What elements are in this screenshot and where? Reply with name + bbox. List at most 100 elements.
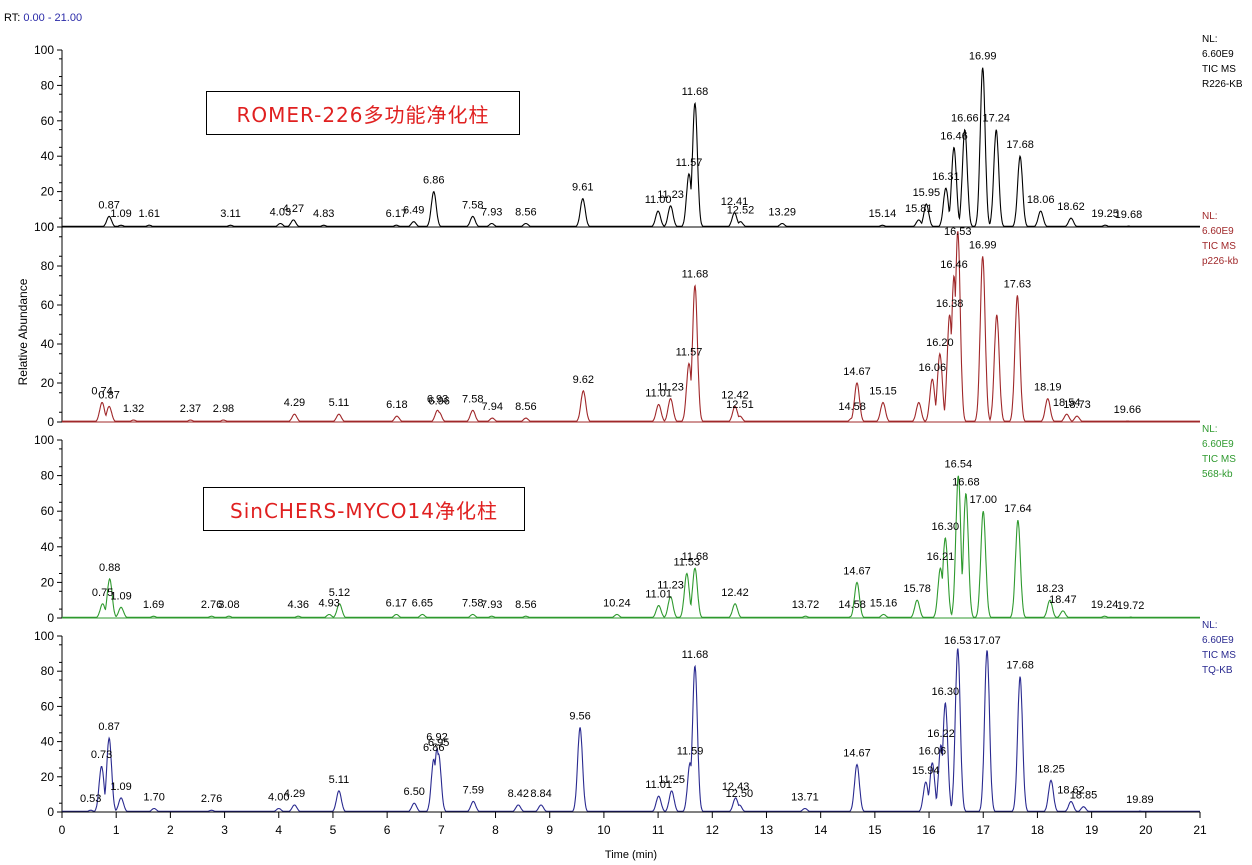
- peak-label: 6.95: [428, 737, 449, 749]
- x-tick-label: 9: [546, 823, 553, 837]
- y-tick-label: 80: [41, 469, 55, 483]
- peak-label: 9.61: [572, 182, 593, 194]
- chromatogram-panel-p226-kb: 0 20 40 60 80 100 0.740.87 1.32 2.37 2.98 4.29 5.11…: [34, 211, 1239, 429]
- nl-info-line: 6.60E9: [1202, 439, 1234, 450]
- rt-label-prefix: RT:: [4, 12, 21, 24]
- y-axis-title: Relative Abundance: [16, 278, 30, 385]
- peak-label: 6.86: [423, 742, 444, 754]
- peak-label: 17.68: [1006, 139, 1034, 151]
- peak-label: 15.14: [869, 208, 897, 220]
- y-tick-label: 80: [41, 664, 55, 678]
- y-tick-label: 20: [41, 376, 55, 390]
- peak-label: 0.87: [98, 389, 119, 401]
- peak-label: 16.54: [945, 459, 973, 471]
- peak-label: 0.88: [99, 562, 120, 574]
- peak-label: 0.87: [98, 721, 119, 733]
- x-tick-label: 16: [922, 823, 936, 837]
- peak-label: 11.57: [676, 347, 703, 359]
- peak-label: 7.58: [462, 393, 483, 405]
- method-label-romer: ROMER-226多功能净化柱: [206, 91, 520, 135]
- peak-label: 14.67: [843, 366, 871, 378]
- peak-label: 3.11: [220, 208, 241, 220]
- peak-label: 18.62: [1057, 784, 1085, 796]
- peak-label: 12.42: [721, 587, 749, 599]
- peak-label: 16.53: [944, 226, 972, 238]
- peak-label: 15.16: [870, 597, 898, 609]
- peak-label: 10.24: [603, 597, 631, 609]
- peak-label: 16.20: [926, 337, 954, 349]
- peak-label: 16.06: [919, 746, 947, 758]
- peak-label: 2.37: [180, 403, 201, 415]
- nl-info-line: 6.60E9: [1202, 49, 1234, 60]
- y-tick-label: 80: [41, 78, 55, 92]
- nl-info-line: NL:: [1202, 424, 1218, 435]
- nl-info-line: 6.60E9: [1202, 635, 1234, 646]
- peak-label: 1.32: [123, 403, 144, 415]
- peak-label: 16.66: [951, 113, 979, 125]
- y-tick-label: 60: [41, 504, 55, 518]
- peak-label: 3.08: [218, 599, 239, 611]
- peak-label: 4.03: [270, 206, 291, 218]
- peak-label: 14.67: [843, 565, 871, 577]
- peak-label: 7.93: [481, 599, 502, 611]
- x-tick-label: 6: [384, 823, 391, 837]
- peak-label: 12.41: [721, 196, 749, 208]
- peak-label: 8.42: [508, 788, 529, 800]
- x-tick-label: 13: [760, 823, 774, 837]
- x-tick-label: 20: [1139, 823, 1153, 837]
- peak-label: 6.93: [427, 393, 448, 405]
- peak-label: 18.25: [1037, 763, 1065, 775]
- peak-label: 11.68: [682, 551, 709, 563]
- peak-label: 12.52: [727, 205, 755, 217]
- peak-label: 1.09: [110, 208, 131, 220]
- peak-label: 18.47: [1049, 594, 1077, 606]
- peak-label: 7.58: [462, 597, 483, 609]
- peak-label: 16.30: [932, 521, 960, 533]
- x-tick-label: 21: [1193, 823, 1207, 837]
- peak-label: 19.89: [1126, 794, 1154, 806]
- y-tick-label: 40: [41, 149, 55, 163]
- peak-label: 6.17: [386, 208, 407, 220]
- peak-label: 14.67: [843, 747, 871, 759]
- y-tick-label: 80: [41, 259, 55, 273]
- peak-label: 11.23: [657, 382, 684, 394]
- peak-label: 6.49: [403, 205, 424, 217]
- x-tick-label: 1: [113, 823, 120, 837]
- peak-label: 4.93: [318, 597, 339, 609]
- peak-label: 6.17: [386, 597, 407, 609]
- peak-label: 13.71: [791, 791, 819, 803]
- peak-label: 15.95: [913, 187, 941, 199]
- peak-label: 1.70: [143, 791, 164, 803]
- peak-label: 14.58: [838, 599, 866, 611]
- peak-label: 17.63: [1004, 278, 1032, 290]
- peak-label: 6.65: [412, 597, 433, 609]
- peak-label: 19.24: [1091, 599, 1119, 611]
- peak-label: 18.73: [1063, 399, 1091, 411]
- peak-label: 6.18: [386, 399, 407, 411]
- peak-label: 14.58: [838, 401, 866, 413]
- peak-label: 6.86: [423, 175, 444, 187]
- series-line: [62, 67, 1200, 227]
- peak-label: 16.22: [927, 728, 955, 740]
- peak-label: 18.85: [1070, 790, 1098, 802]
- peak-label: 15.78: [903, 583, 931, 595]
- peak-label: 11.53: [673, 557, 700, 569]
- peak-label: 4.36: [288, 599, 309, 611]
- peak-label: 0.53: [80, 793, 101, 805]
- peak-label: 0.74: [91, 386, 112, 398]
- peak-label: 16.99: [969, 239, 997, 251]
- rt-range-label: RT: 0.00 - 21.00: [4, 12, 82, 24]
- peak-label: 13.72: [792, 599, 820, 611]
- y-tick-label: 40: [41, 540, 55, 554]
- peak-label: 11.23: [657, 189, 684, 201]
- peak-label: 12.42: [721, 389, 749, 401]
- peak-label: 16.21: [927, 551, 955, 563]
- nl-info-line: 6.60E9: [1202, 226, 1234, 237]
- peak-label: 17.07: [973, 635, 1001, 647]
- chromatogram-panel-r226-kb: 0 20 40 60 80 100 0.871.09 1.61 3.11 4.034.27 4.83…: [34, 34, 1243, 234]
- peak-label: 17.64: [1004, 503, 1032, 515]
- peak-label: 12.43: [722, 781, 750, 793]
- peak-label: 2.76: [201, 599, 222, 611]
